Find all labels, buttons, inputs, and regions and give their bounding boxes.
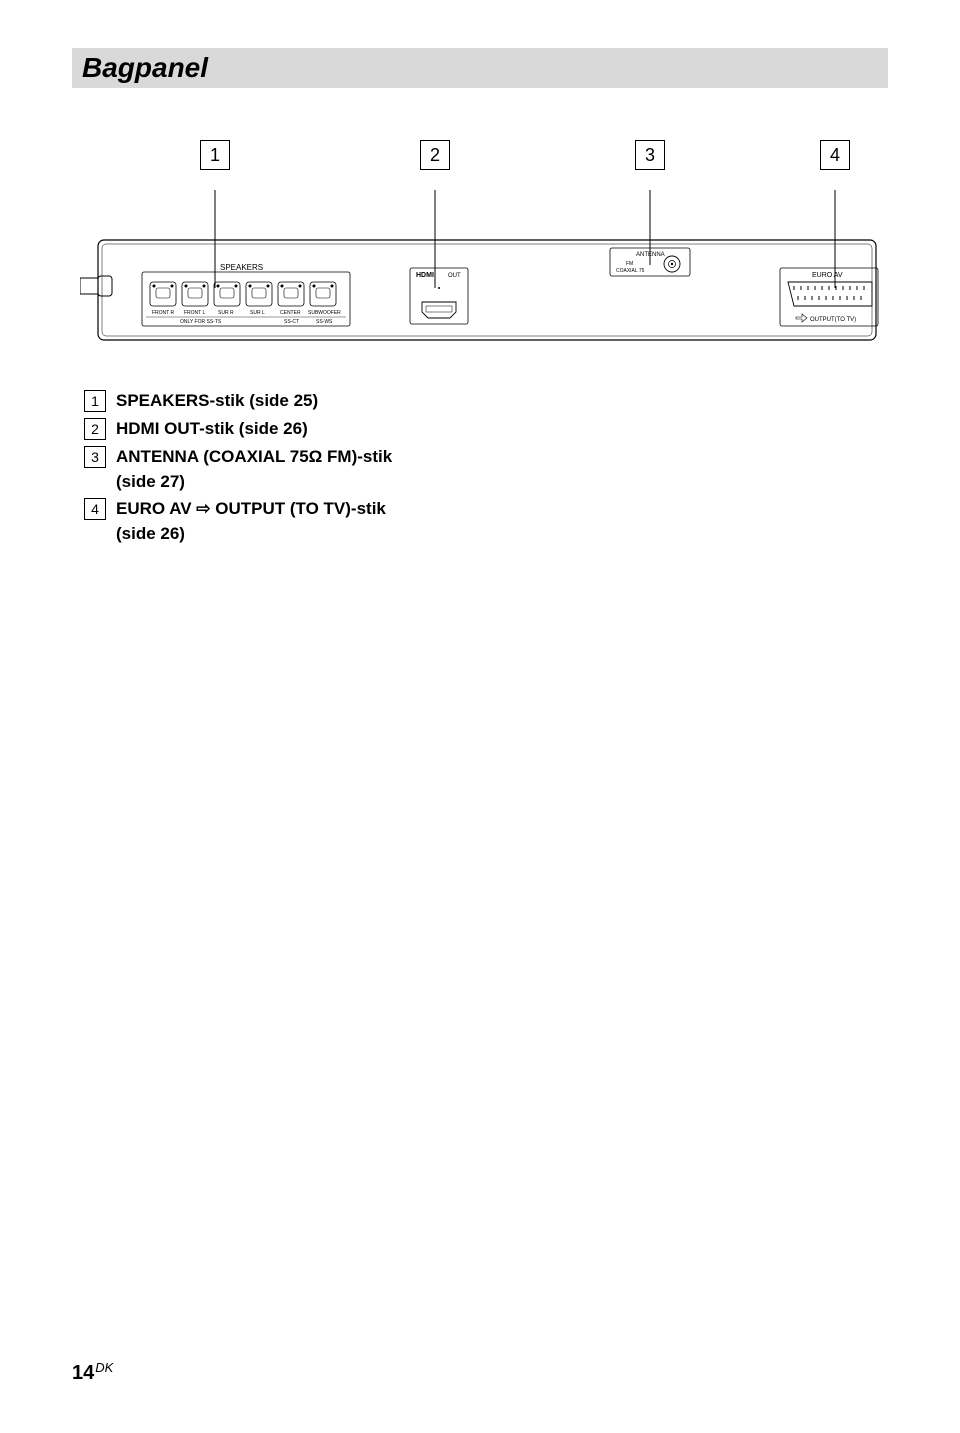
port-sublabel: SS-CT — [284, 319, 299, 325]
speakers-label: SPEAKERS — [220, 263, 263, 272]
page-number-value: 14 — [72, 1362, 94, 1384]
legend-num: 1 — [84, 390, 106, 412]
port-label: CENTER — [280, 310, 301, 316]
power-cord-icon — [80, 276, 112, 296]
legend-text: EURO AV ⇨ OUTPUT (TO TV)-stik — [116, 498, 386, 520]
port-label: SUR L — [250, 310, 265, 316]
legend-text: ANTENNA (COAXIAL 75Ω FM)-stik — [116, 446, 392, 468]
legend-text: SPEAKERS-stik (side 25) — [116, 390, 318, 412]
port-sublabel: ONLY FOR SS-TS — [180, 319, 222, 325]
callout-3: 3 — [635, 140, 665, 170]
legend-item: 2 HDMI OUT-stik (side 26) — [84, 418, 504, 440]
hdmi-block: HDMI OUT — [410, 268, 468, 324]
hdmi-logo-text: HDMI — [416, 272, 434, 279]
euroav-label: EURO AV — [812, 272, 843, 279]
antenna-sub1: FM — [626, 261, 633, 267]
speakers-block: SPEAKERS FRONT R FRONT L SUR R SUR L CEN… — [142, 263, 350, 326]
page: Bagpanel 1 2 3 4 — [0, 0, 960, 1433]
euroav-block: EURO AV OUTPUT(TO TV) — [780, 268, 878, 326]
callout-4: 4 — [820, 140, 850, 170]
output-arrow-icon — [796, 314, 807, 322]
rear-panel-diagram: SPEAKERS FRONT R FRONT L SUR R SUR L CEN… — [80, 190, 880, 360]
rear-panel-svg: SPEAKERS FRONT R FRONT L SUR R SUR L CEN… — [80, 190, 880, 380]
callout-2: 2 — [420, 140, 450, 170]
port-label: SUR R — [218, 310, 234, 316]
legend-num: 4 — [84, 498, 106, 520]
port-label: FRONT R — [152, 310, 175, 316]
hdmi-out-label: OUT — [448, 273, 461, 279]
euroav-sub: OUTPUT(TO TV) — [810, 317, 856, 323]
legend-item: 3 ANTENNA (COAXIAL 75Ω FM)-stik — [84, 446, 504, 468]
legend-text: HDMI OUT-stik (side 26) — [116, 418, 308, 440]
port-label: FRONT L — [184, 310, 206, 316]
callout-2-label: 2 — [430, 145, 440, 166]
callout-4-label: 4 — [830, 145, 840, 166]
callout-1: 1 — [200, 140, 230, 170]
legend-num: 3 — [84, 446, 106, 468]
callout-1-label: 1 — [210, 145, 220, 166]
page-title: Bagpanel — [82, 52, 208, 84]
speaker-jacks — [150, 282, 336, 306]
legend-subtext: (side 27) — [116, 472, 504, 492]
callout-row: 1 2 3 4 — [130, 140, 870, 180]
page-number-suffix: DK — [95, 1360, 113, 1375]
antenna-label: ANTENNA — [636, 252, 665, 258]
legend-list: 1 SPEAKERS-stik (side 25) 2 HDMI OUT-sti… — [84, 390, 504, 550]
title-band: Bagpanel — [72, 48, 888, 88]
legend-item: 1 SPEAKERS-stik (side 25) — [84, 390, 504, 412]
legend-item: 4 EURO AV ⇨ OUTPUT (TO TV)-stik — [84, 498, 504, 520]
legend-subtext: (side 26) — [116, 524, 504, 544]
port-label: SUBWOOFER — [308, 310, 341, 316]
page-number: 14DK — [72, 1360, 113, 1385]
antenna-sub2: COAXIAL 75 — [616, 268, 645, 274]
legend-num: 2 — [84, 418, 106, 440]
port-sublabel: SS-WS — [316, 319, 333, 325]
callout-3-label: 3 — [645, 145, 655, 166]
